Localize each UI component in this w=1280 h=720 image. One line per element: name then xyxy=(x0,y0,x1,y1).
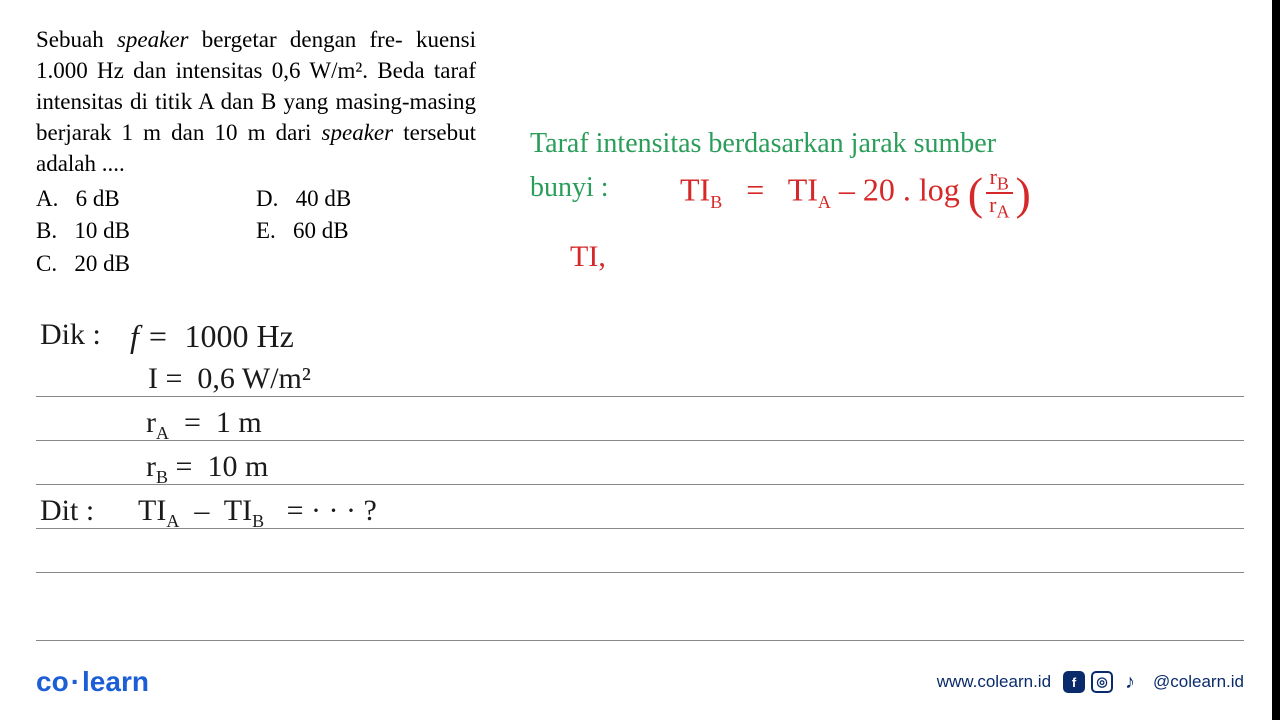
logo-co: co xyxy=(36,666,69,697)
rule-line xyxy=(36,640,1244,641)
frac-num: rB xyxy=(986,166,1013,194)
footer-handle: @colearn.id xyxy=(1153,672,1244,692)
facebook-icon: f xyxy=(1063,671,1085,693)
frac-den: rA xyxy=(985,194,1013,220)
paren-open: ( xyxy=(968,168,983,219)
option-a: A. 6 dB xyxy=(36,183,256,215)
option-d: D. 40 dB xyxy=(256,183,476,215)
dik-label: Dik : xyxy=(40,318,101,352)
q-line1b: bergetar dengan fre- xyxy=(202,27,403,52)
formula-lhs: TI xyxy=(680,172,710,208)
logo: co·learn xyxy=(36,666,149,698)
footer-right: www.colearn.id f ◎ ♪ @colearn.id xyxy=(937,671,1244,693)
options-grid: A. 6 dB D. 40 dB B. 10 dB E. 60 dB C. 20… xyxy=(36,183,476,280)
logo-dot: · xyxy=(71,666,80,697)
paren-close: ) xyxy=(1015,168,1030,219)
q-line5a: dari xyxy=(276,120,312,145)
annotation-tl: TI, xyxy=(570,240,606,274)
footer-url: www.colearn.id xyxy=(937,672,1051,692)
formula-rhs-ti: TI xyxy=(788,172,818,208)
formula-rhs-sub-a: A xyxy=(818,192,831,212)
q-italic1: speaker xyxy=(117,27,189,52)
formula-eq: = xyxy=(746,172,764,208)
formula-lhs-sub: B xyxy=(710,192,722,212)
dit-label: Dit : xyxy=(40,494,94,528)
option-c: C. 20 dB xyxy=(36,248,256,280)
fraction: rB rA xyxy=(985,166,1013,221)
question-block: Sebuah speaker bergetar dengan fre- kuen… xyxy=(36,24,476,280)
i-eq: I = 0,6 W/m² xyxy=(148,362,311,396)
q-line1a: Sebuah xyxy=(36,27,104,52)
ra-eq: rA = 1 m xyxy=(146,406,262,444)
instagram-icon: ◎ xyxy=(1091,671,1113,693)
right-border xyxy=(1272,0,1280,720)
q-italic2: speaker xyxy=(322,120,394,145)
annotation-green-line1: Taraf intensitas berdasarkan jarak sumbe… xyxy=(530,128,996,160)
question-text: Sebuah speaker bergetar dengan fre- kuen… xyxy=(36,24,476,179)
annotation-green-line2: bunyi : xyxy=(530,172,609,204)
dit-expr: TIA – TIB = · · · ? xyxy=(138,494,377,532)
footer: co·learn www.colearn.id f ◎ ♪ @colearn.i… xyxy=(36,666,1244,698)
rule-line xyxy=(36,572,1244,573)
tiktok-icon: ♪ xyxy=(1119,671,1141,693)
rb-eq: rB = 10 m xyxy=(146,450,268,488)
option-e: E. 60 dB xyxy=(256,215,476,247)
formula-minus: – 20 . log xyxy=(839,172,960,208)
option-b: B. 10 dB xyxy=(36,215,256,247)
f-eq: f = 1000 Hz xyxy=(130,318,294,355)
page: Sebuah speaker bergetar dengan fre- kuen… xyxy=(0,0,1280,720)
logo-learn: learn xyxy=(82,666,149,697)
social-icons: f ◎ ♪ xyxy=(1063,671,1141,693)
rule-line xyxy=(36,396,1244,397)
formula: TIB = TIA – 20 . log ( rB rA ) xyxy=(680,166,1031,221)
